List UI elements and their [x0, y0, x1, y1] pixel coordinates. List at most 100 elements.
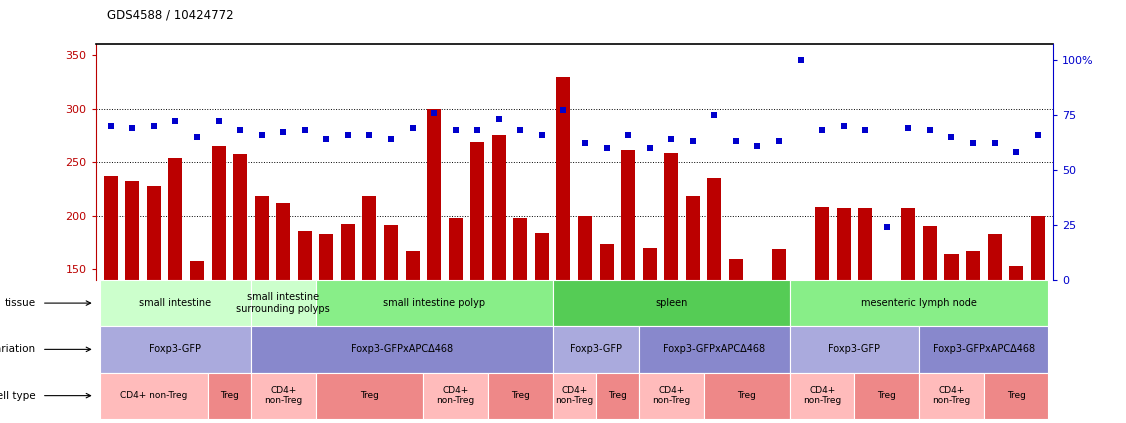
Point: [511, 127, 529, 134]
Bar: [492, 135, 506, 423]
Point: [856, 127, 874, 134]
Point: [554, 107, 572, 114]
Bar: [251, 373, 315, 419]
Bar: [100, 280, 251, 326]
Bar: [789, 280, 1048, 326]
Bar: [984, 373, 1048, 419]
Point: [641, 145, 659, 151]
Bar: [100, 373, 208, 419]
Point: [727, 138, 745, 145]
Bar: [789, 373, 855, 419]
Point: [878, 224, 896, 231]
Point: [985, 140, 1003, 147]
Bar: [553, 373, 596, 419]
Point: [577, 140, 595, 147]
Bar: [448, 218, 463, 423]
Point: [382, 136, 400, 143]
Bar: [794, 375, 807, 423]
Bar: [729, 258, 743, 423]
Point: [447, 127, 465, 134]
Text: CD4+
non-Treg: CD4+ non-Treg: [265, 386, 303, 405]
Bar: [315, 373, 423, 419]
Bar: [513, 218, 527, 423]
Point: [318, 136, 336, 143]
Point: [296, 127, 314, 134]
Point: [101, 123, 119, 129]
Point: [921, 127, 939, 134]
Text: Treg: Treg: [220, 391, 239, 400]
Bar: [879, 401, 894, 423]
Bar: [427, 109, 441, 423]
Point: [900, 125, 918, 132]
Point: [834, 123, 852, 129]
Text: CD4+
non-Treg: CD4+ non-Treg: [437, 386, 475, 405]
Point: [275, 129, 293, 136]
Bar: [251, 326, 553, 373]
Text: Treg: Treg: [877, 391, 896, 400]
Bar: [643, 248, 656, 423]
Bar: [578, 216, 592, 423]
Point: [360, 131, 378, 138]
Point: [770, 138, 788, 145]
Bar: [341, 224, 355, 423]
Bar: [599, 244, 614, 423]
Bar: [104, 176, 118, 423]
Bar: [596, 373, 638, 419]
Text: Treg: Treg: [360, 391, 379, 400]
Bar: [988, 234, 1002, 423]
Point: [403, 125, 421, 132]
Bar: [100, 326, 251, 373]
Bar: [789, 326, 919, 373]
Bar: [638, 373, 704, 419]
Text: Foxp3-GFPxAPCΔ468: Foxp3-GFPxAPCΔ468: [932, 344, 1035, 354]
Bar: [664, 153, 678, 423]
Text: GDS4588 / 10424772: GDS4588 / 10424772: [107, 8, 233, 21]
Bar: [169, 158, 182, 423]
Text: Foxp3-GFPxAPCΔ468: Foxp3-GFPxAPCΔ468: [350, 344, 453, 354]
Bar: [423, 373, 488, 419]
Text: CD4+
non-Treg: CD4+ non-Treg: [652, 386, 690, 405]
Bar: [919, 326, 1048, 373]
Text: genotype/variation: genotype/variation: [0, 344, 35, 354]
Point: [619, 131, 637, 138]
Text: mesenteric lymph node: mesenteric lymph node: [861, 298, 977, 308]
Bar: [315, 280, 553, 326]
Point: [598, 145, 616, 151]
Bar: [553, 280, 789, 326]
Bar: [919, 373, 984, 419]
Text: tissue: tissue: [5, 298, 35, 308]
Text: small intestine
surrounding polyps: small intestine surrounding polyps: [236, 292, 330, 314]
Text: small intestine polyp: small intestine polyp: [383, 298, 485, 308]
Bar: [923, 226, 937, 423]
Point: [964, 140, 982, 147]
Point: [231, 127, 249, 134]
Text: spleen: spleen: [655, 298, 688, 308]
Bar: [320, 234, 333, 423]
Text: small intestine: small intestine: [140, 298, 212, 308]
Text: Treg: Treg: [738, 391, 757, 400]
Text: Treg: Treg: [608, 391, 627, 400]
Text: CD4+
non-Treg: CD4+ non-Treg: [803, 386, 841, 405]
Point: [813, 127, 831, 134]
Bar: [1030, 216, 1045, 423]
Bar: [945, 254, 958, 423]
Bar: [535, 233, 549, 423]
Point: [942, 134, 960, 140]
Point: [705, 112, 723, 118]
Text: Treg: Treg: [1007, 391, 1026, 400]
Bar: [254, 196, 269, 423]
Text: Treg: Treg: [511, 391, 530, 400]
Bar: [966, 251, 980, 423]
Text: CD4+
non-Treg: CD4+ non-Treg: [932, 386, 971, 405]
Bar: [704, 373, 789, 419]
Bar: [363, 196, 376, 423]
Text: Foxp3-GFPxAPCΔ468: Foxp3-GFPxAPCΔ468: [663, 344, 766, 354]
Bar: [488, 373, 553, 419]
Point: [490, 116, 508, 123]
Bar: [772, 249, 786, 423]
Bar: [251, 280, 315, 326]
Bar: [297, 231, 312, 423]
Point: [683, 138, 701, 145]
Bar: [384, 225, 397, 423]
Bar: [1009, 266, 1024, 423]
